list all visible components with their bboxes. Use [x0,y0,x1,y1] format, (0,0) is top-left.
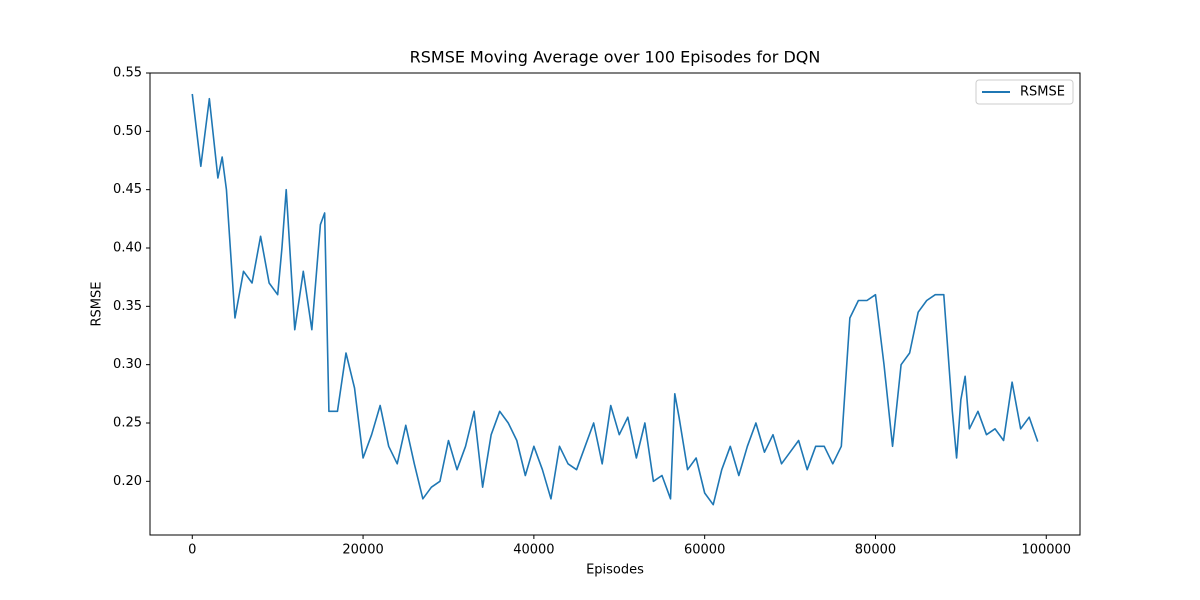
legend-box [975,79,1074,105]
y-tick-label: 0.40 [113,241,142,256]
y-tick-label: 0.25 [113,416,142,431]
y-tick-label: 0.30 [113,357,142,372]
x-tick-label: 0 [188,543,196,558]
chart-title: RSMSE Moving Average over 100 Episodes f… [410,48,821,67]
plot-frame [149,72,1081,536]
x-tick-label: 60000 [684,543,725,558]
y-tick-label: 0.35 [113,299,142,314]
data-line [191,93,1039,506]
x-tick-label: 20000 [342,543,383,558]
y-tick-label: 0.45 [113,182,142,197]
y-tick-label: 0.55 [113,66,142,81]
y-axis-label: RSMSE [90,282,105,327]
y-tick-label: 0.50 [113,124,142,139]
x-tick-label: 80000 [855,543,896,558]
x-tick-label: 40000 [513,543,554,558]
y-tick-label: 0.20 [113,474,142,489]
x-axis-label: Episodes [586,563,644,578]
x-tick-label: 100000 [1021,543,1071,558]
legend-label: RSMSE [1020,85,1065,100]
